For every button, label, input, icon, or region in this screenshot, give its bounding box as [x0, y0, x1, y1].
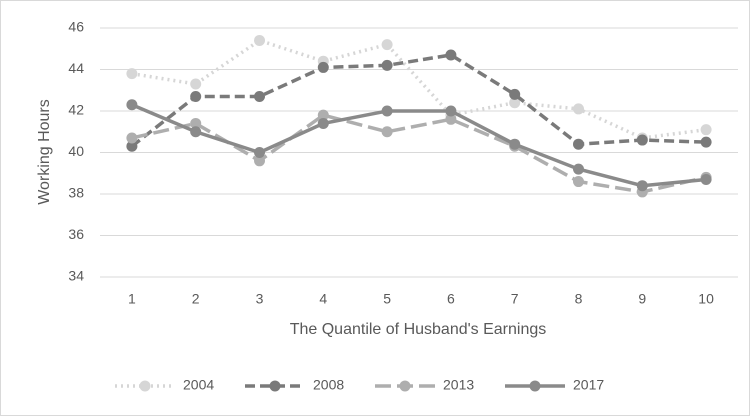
series-line	[130, 53, 707, 148]
legend-marker	[139, 380, 151, 392]
legend-marker	[269, 380, 281, 392]
data-point	[190, 90, 202, 102]
legend-label: 2013	[443, 377, 474, 393]
y-tick-label: 34	[68, 268, 84, 284]
y-tick-label: 46	[68, 19, 84, 35]
data-point	[381, 126, 393, 138]
data-point	[700, 124, 712, 136]
x-tick-label: 7	[511, 291, 519, 307]
y-tick-label: 36	[68, 226, 84, 242]
series-line	[131, 38, 707, 140]
data-point	[445, 113, 457, 125]
y-tick-label: 42	[68, 102, 84, 118]
x-tick-label: 6	[447, 291, 455, 307]
x-tick-label: 5	[383, 291, 391, 307]
y-tick-label: 44	[68, 60, 84, 76]
y-tick-label: 40	[68, 143, 84, 159]
data-point	[573, 138, 584, 150]
data-point	[700, 173, 712, 185]
data-point	[445, 49, 457, 61]
x-tick-label: 3	[256, 291, 264, 307]
x-axis-title: The Quantile of Husband's Earnings	[290, 321, 547, 338]
legend-label: 2017	[573, 377, 604, 393]
data-point	[509, 138, 521, 150]
y-axis-title: Working Hours	[36, 99, 53, 205]
data-point	[381, 59, 393, 71]
legend-marker	[529, 380, 541, 392]
series-line	[131, 103, 707, 188]
data-point	[254, 90, 265, 102]
data-point	[509, 88, 521, 100]
legend-label: 2004	[183, 377, 214, 393]
x-tick-label: 10	[698, 291, 714, 307]
x-tick-label: 9	[638, 291, 646, 307]
x-tick-label: 1	[128, 291, 136, 307]
data-point	[445, 105, 457, 117]
x-tick-label: 8	[575, 291, 583, 307]
data-point	[317, 61, 329, 73]
legend-label: 2008	[313, 377, 344, 393]
data-point	[190, 117, 202, 129]
data-point	[254, 34, 265, 46]
data-point	[573, 103, 584, 115]
data-point	[254, 147, 265, 158]
x-tick-label: 2	[192, 291, 200, 307]
data-point	[636, 134, 648, 146]
data-point	[126, 99, 138, 111]
data-point	[126, 132, 138, 144]
data-point	[573, 163, 584, 175]
data-point	[126, 140, 138, 152]
data-point	[317, 117, 329, 129]
data-point	[636, 180, 648, 192]
legend-marker	[399, 380, 411, 392]
data-point	[126, 68, 138, 80]
data-point	[509, 97, 521, 109]
y-tick-label: 38	[68, 185, 84, 201]
data-point	[190, 126, 202, 138]
data-point	[573, 176, 584, 188]
data-point	[190, 78, 202, 90]
data-point	[381, 105, 393, 117]
data-point	[700, 136, 712, 148]
data-point	[317, 109, 329, 121]
data-point	[381, 39, 393, 51]
data-point	[254, 155, 265, 167]
x-tick-label: 4	[319, 291, 327, 307]
